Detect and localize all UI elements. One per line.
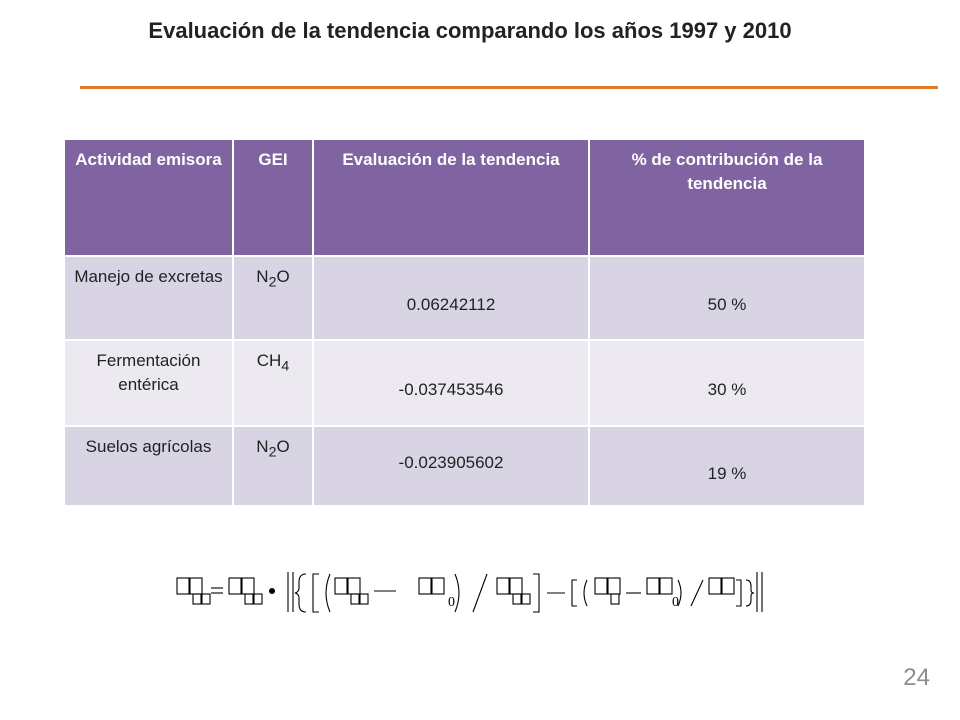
formula-glyph [607, 577, 621, 595]
title-divider [80, 86, 938, 89]
activity-cell: Suelos agrícolas [65, 426, 234, 507]
formula-glyph [334, 577, 348, 595]
formula-subscript-glyph [610, 593, 620, 605]
slide-number: 24 [903, 664, 930, 691]
gas-cell: N2O [233, 256, 314, 341]
table-row: Suelos agrícolas N2O -0.023905602 19 % [65, 426, 866, 507]
right-bracket [533, 573, 540, 613]
gas-formula-base: N [256, 437, 269, 456]
formula-subscript-glyph [192, 593, 202, 605]
right-paren [677, 579, 682, 607]
formula-glyph [721, 577, 735, 595]
formula-glyph [659, 577, 673, 595]
subscript-zero: 0 [672, 595, 679, 610]
division-slash [690, 579, 704, 607]
gas-formula-subscript: 4 [281, 358, 290, 375]
formula-glyph [176, 577, 190, 595]
formula-glyph [418, 577, 432, 595]
right-bracket [736, 579, 742, 607]
gas-formula-tail: O [276, 437, 290, 456]
contribution-cell: 30 % [589, 340, 866, 427]
formula-glyph [347, 577, 361, 595]
header-evaluacion: Evaluación de la tendencia [313, 140, 590, 257]
header-actividad: Actividad emisora [65, 140, 234, 257]
formula-glyph [708, 577, 722, 595]
activity-cell: Fermentación entérica [65, 340, 234, 427]
left-bracket [571, 579, 577, 607]
contribution-cell: 50 % [589, 256, 866, 341]
trend-table: Actividad emisora GEI Evaluación de la t… [65, 140, 866, 507]
formula-subscript-glyph [253, 593, 263, 605]
trend-formula-graphic: 0 0 [176, 572, 763, 613]
gas-formula-tail: O [276, 267, 290, 286]
formula-subscript-glyph [350, 593, 360, 605]
formula-glyph [646, 577, 660, 595]
gas-formula-subscript: 2 [268, 274, 277, 291]
division-slash [472, 573, 488, 613]
trend-value-cell: -0.037453546 [313, 340, 590, 427]
table-row: Manejo de excretas N2O 0.06242112 50 % [65, 256, 866, 341]
header-gei: GEI [233, 140, 314, 257]
table-row: Fermentación entérica CH4 -0.037453546 3… [65, 340, 866, 427]
right-paren [454, 573, 460, 613]
trend-value-cell: 0.06242112 [313, 256, 590, 341]
formula-glyph [496, 577, 510, 595]
gas-formula-base: N [256, 267, 269, 286]
subscript-zero: 0 [448, 595, 455, 610]
header-contribucion: % de contribución de la tendencia [589, 140, 866, 257]
formula-glyph [594, 577, 608, 595]
left-paren [325, 573, 331, 613]
left-paren [583, 579, 588, 607]
formula-glyph [509, 577, 523, 595]
activity-cell: Manejo de excretas [65, 256, 234, 341]
slide-title: Evaluación de la tendencia comparando lo… [148, 18, 792, 43]
gas-cell: CH4 [233, 340, 314, 427]
table-header-row: Actividad emisora GEI Evaluación de la t… [65, 140, 866, 257]
formula-glyph [241, 577, 255, 595]
formula-glyph [189, 577, 203, 595]
left-brace [294, 573, 307, 613]
gas-cell: N2O [233, 426, 314, 507]
right-brace [745, 579, 755, 607]
formula-subscript-glyph [521, 593, 531, 605]
formula-subscript-glyph [201, 593, 211, 605]
left-bracket [312, 573, 319, 613]
formula-subscript-glyph [512, 593, 522, 605]
gas-formula-subscript: 2 [268, 444, 277, 461]
formula-subscript-glyph [359, 593, 369, 605]
trend-value-cell: -0.023905602 [313, 426, 590, 507]
contribution-cell: 19 % [589, 426, 866, 507]
formula-glyph [431, 577, 445, 595]
trend-formula: 0 0 [175, 570, 775, 614]
gas-formula-base: CH [256, 351, 282, 370]
formula-subscript-glyph [244, 593, 254, 605]
formula-glyph [228, 577, 242, 595]
multiply-dot [269, 588, 275, 594]
